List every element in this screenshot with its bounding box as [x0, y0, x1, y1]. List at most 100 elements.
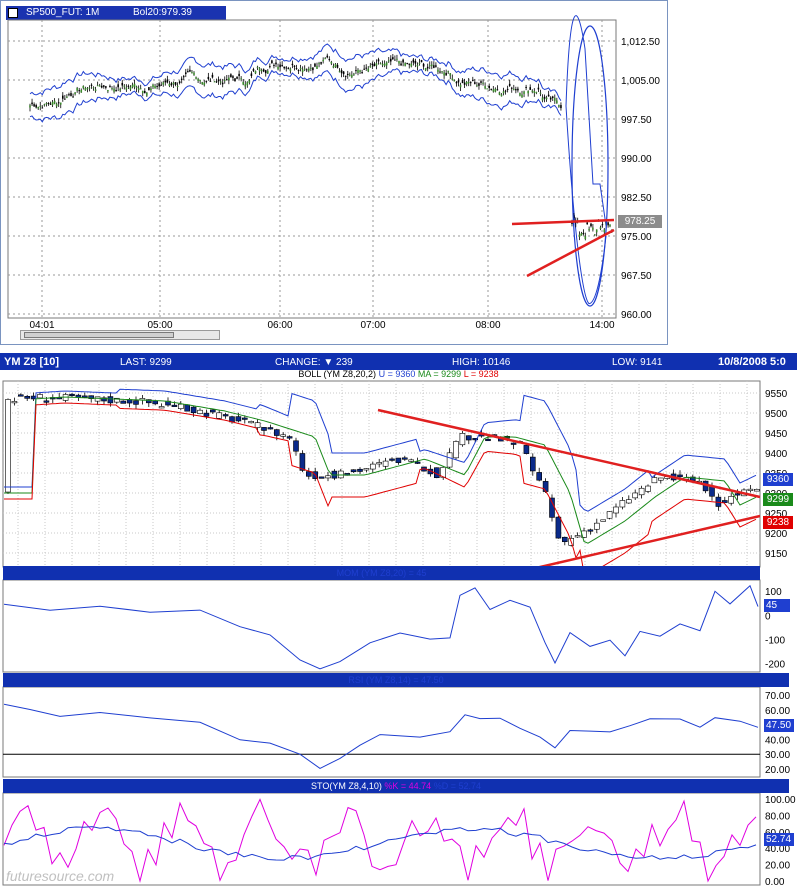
bottom-candle-body	[376, 462, 383, 465]
top-candle-body	[451, 78, 454, 81]
bottom-date: 10/8/2008 5:0	[718, 356, 786, 368]
top-resistance-line	[511, 218, 615, 226]
top-candle-body	[185, 72, 187, 74]
window-icon[interactable]	[8, 8, 18, 18]
top-candle-body	[556, 100, 558, 104]
top-candle-body	[385, 62, 388, 66]
top-candle-body	[324, 58, 326, 60]
top-candle-body	[119, 88, 121, 91]
top-candle-body	[293, 65, 296, 67]
bottom-candle-body	[88, 395, 94, 399]
bottom-change: CHANGE: ▼ 239	[275, 357, 353, 368]
top-candle-body	[168, 83, 171, 86]
top-candle-body	[260, 70, 263, 72]
top-candle-body	[541, 97, 544, 101]
bottom-candle-body	[510, 442, 517, 445]
bottom-candle-body	[613, 506, 619, 514]
boll-u: U = 9360	[378, 369, 416, 379]
top-candle-body	[29, 105, 31, 108]
top-candle-body	[107, 89, 109, 92]
top-candle-body	[408, 63, 411, 65]
bottom-candle-body	[242, 417, 248, 420]
top-y-tick: 975.00	[621, 232, 652, 243]
top-candle-body	[394, 59, 396, 61]
top-candle-body	[312, 67, 314, 71]
bottom-candle-body	[190, 406, 197, 414]
bottom-candle-body	[734, 493, 741, 496]
top-candle-body	[62, 95, 64, 99]
bottom-candle-body	[446, 452, 453, 468]
top-title-bar	[6, 6, 226, 20]
bottom-resistance-line	[377, 408, 761, 499]
top-candle-body	[482, 82, 484, 84]
top-candle-body	[283, 66, 285, 69]
top-candle-body	[291, 63, 294, 66]
top-candle-body	[521, 94, 523, 98]
top-candle-body	[578, 234, 581, 237]
top-candle-body	[117, 84, 119, 88]
top-candle-body	[410, 63, 413, 67]
top-y-tick: 990.00	[621, 154, 652, 165]
top-candle-body	[412, 59, 415, 63]
sto-k-line	[3, 798, 757, 883]
top-candle-body	[543, 96, 546, 99]
top-candle-body	[322, 59, 324, 62]
top-candle-body	[457, 80, 460, 83]
top-candle-body	[390, 58, 392, 62]
top-candle-body	[100, 85, 103, 88]
top-scrollbar-thumb[interactable]	[24, 332, 174, 338]
top-candle-body	[158, 83, 160, 87]
rsi-line	[3, 703, 759, 769]
top-candle-body	[603, 229, 606, 232]
top-candle-body	[500, 94, 503, 97]
top-candle-body	[141, 90, 144, 94]
top-candle-body	[474, 82, 476, 84]
top-candle-body	[82, 85, 85, 89]
top-candle-body	[373, 63, 376, 67]
top-candle-body	[103, 85, 105, 87]
top-candle-body	[342, 71, 345, 75]
sto-y-tick: 20.00	[765, 861, 790, 872]
bottom-symbol: YM Z8 [10]	[4, 356, 60, 368]
top-candle-body	[533, 91, 536, 93]
top-candle-body	[105, 86, 107, 88]
top-candle-body	[146, 92, 148, 96]
top-candle-body	[308, 68, 310, 71]
bottom-candle-body	[555, 516, 562, 539]
bottom-candle-body	[43, 400, 50, 403]
top-candle-body	[523, 91, 525, 94]
top-candle-body	[234, 78, 236, 81]
bottom-candle-body	[657, 477, 664, 481]
top-candle-body	[316, 65, 318, 69]
bottom-upper-band	[4, 388, 757, 512]
top-candle-body	[41, 107, 44, 109]
top-candle-body	[336, 64, 339, 68]
top-candle-body	[189, 69, 191, 72]
top-candle-body	[49, 103, 52, 105]
top-candle-body	[164, 80, 167, 83]
top-candle-body	[424, 67, 427, 71]
bottom-candle-body	[606, 511, 613, 519]
top-candle-body	[445, 72, 447, 76]
top-candle-body	[90, 84, 93, 86]
top-candle-body	[359, 70, 361, 72]
top-candle-body	[594, 234, 596, 236]
top-candle-body	[295, 68, 298, 70]
top-x-tick: 07:00	[360, 320, 385, 331]
top-candle-body	[361, 72, 363, 74]
bottom-candle-body	[325, 475, 331, 479]
bottom-candle-body	[235, 416, 242, 422]
top-candle-body	[588, 228, 590, 231]
top-candle-body	[506, 88, 509, 90]
top-candle-body	[281, 64, 283, 67]
mom-y-tick: -100	[765, 635, 785, 646]
top-candle-body	[199, 80, 201, 82]
mom-title: MOM (YM Z8,20) = 45	[336, 568, 427, 578]
top-candle-body	[244, 84, 247, 87]
top-lower-band	[29, 67, 562, 123]
top-candle-body	[76, 87, 78, 91]
top-candle-body	[127, 85, 130, 87]
top-candle-body	[472, 79, 474, 81]
bottom-candle-body	[152, 400, 158, 405]
top-candle-body	[422, 63, 425, 67]
